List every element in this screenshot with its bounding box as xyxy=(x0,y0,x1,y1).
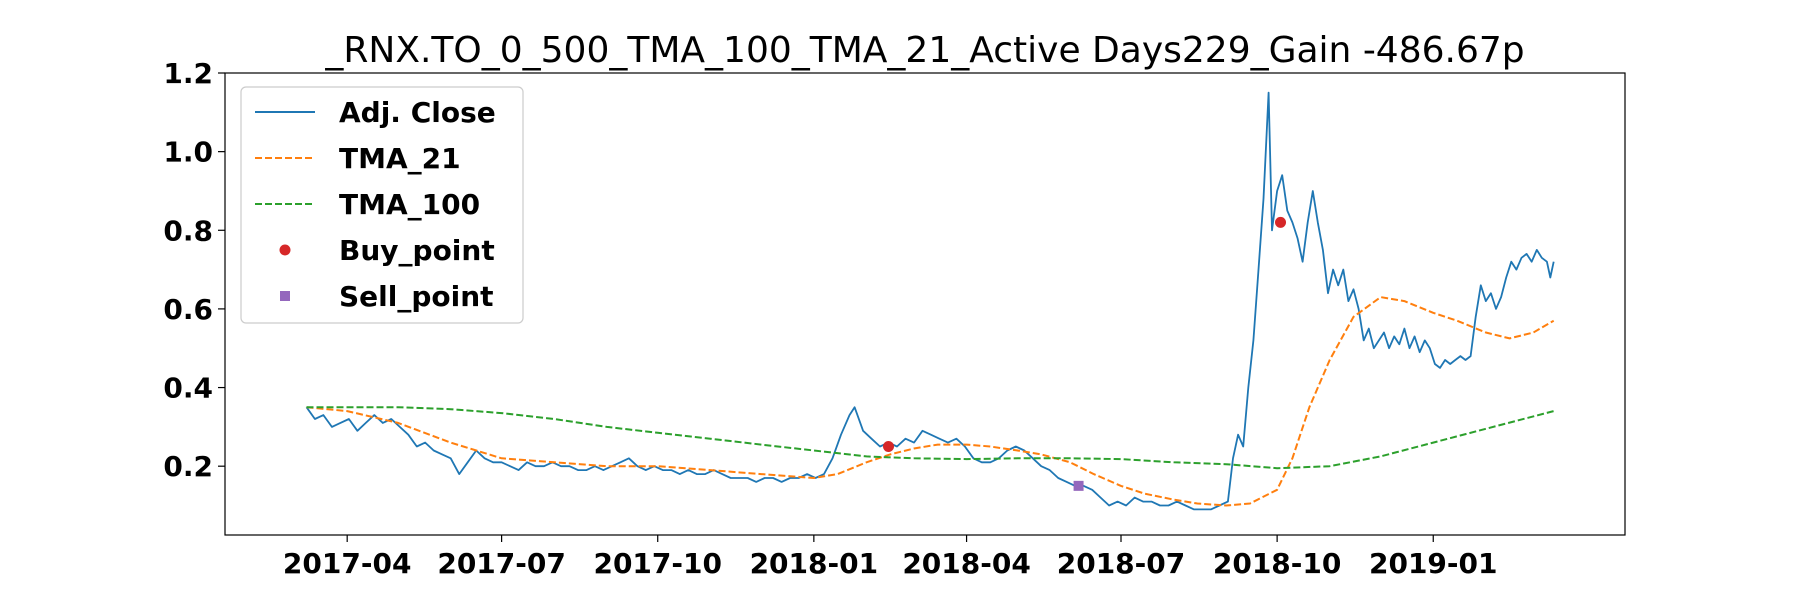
x-tick-label-5: 2018-07 xyxy=(1057,547,1186,580)
x-tick-label-2: 2017-10 xyxy=(593,547,722,580)
legend-buy-point-swatch xyxy=(279,244,291,256)
y-tick-label-1: 0.4 xyxy=(163,372,213,405)
tma-21-line xyxy=(306,296,1555,507)
y-tick-label-5: 1.2 xyxy=(163,57,213,90)
axes: 0.2 0.4 0.6 0.8 1.0 1.2 2017-04 2017-07 2017-10 2… xyxy=(163,57,1497,580)
x-tick-label-3: 2018-01 xyxy=(750,547,879,580)
x-tick-label-7: 2019-01 xyxy=(1369,547,1498,580)
legend-box xyxy=(240,86,524,324)
y-tick-label-2: 0.6 xyxy=(163,293,213,326)
y-tick-label-4: 1.0 xyxy=(163,136,213,169)
chart-title: _RNX.TO_0_500_TMA_100_TMA_21_Active Days… xyxy=(324,30,1524,71)
x-tick-label-1: 2017-07 xyxy=(437,547,566,580)
x-tick-label-4: 2018-04 xyxy=(902,547,1031,580)
y-tick-label-0: 0.2 xyxy=(163,450,213,483)
legend-buy-point-label: Buy_point xyxy=(339,234,495,267)
plot-area xyxy=(305,91,1555,511)
legend-tma-21-label: TMA_21 xyxy=(339,142,461,175)
buy-point-marker-1 xyxy=(1275,216,1287,228)
legend-sell-point-label: Sell_point xyxy=(339,280,494,313)
y-tick-label-3: 0.8 xyxy=(163,214,213,247)
legend: Adj. Close TMA_21 TMA_100 Buy_point Sell_poi… xyxy=(240,86,524,324)
x-tick-label-0: 2017-04 xyxy=(283,547,412,580)
legend-adj-close-label: Adj. Close xyxy=(339,96,496,129)
sell-point-marker-0 xyxy=(1073,480,1084,491)
x-tick-label-6: 2018-10 xyxy=(1213,547,1342,580)
legend-tma-100-label: TMA_100 xyxy=(339,188,480,221)
tma-100-line xyxy=(306,406,1554,470)
buy-point-marker-0 xyxy=(883,441,895,453)
plot-frame xyxy=(224,72,1626,536)
legend-sell-point-swatch xyxy=(280,291,290,301)
